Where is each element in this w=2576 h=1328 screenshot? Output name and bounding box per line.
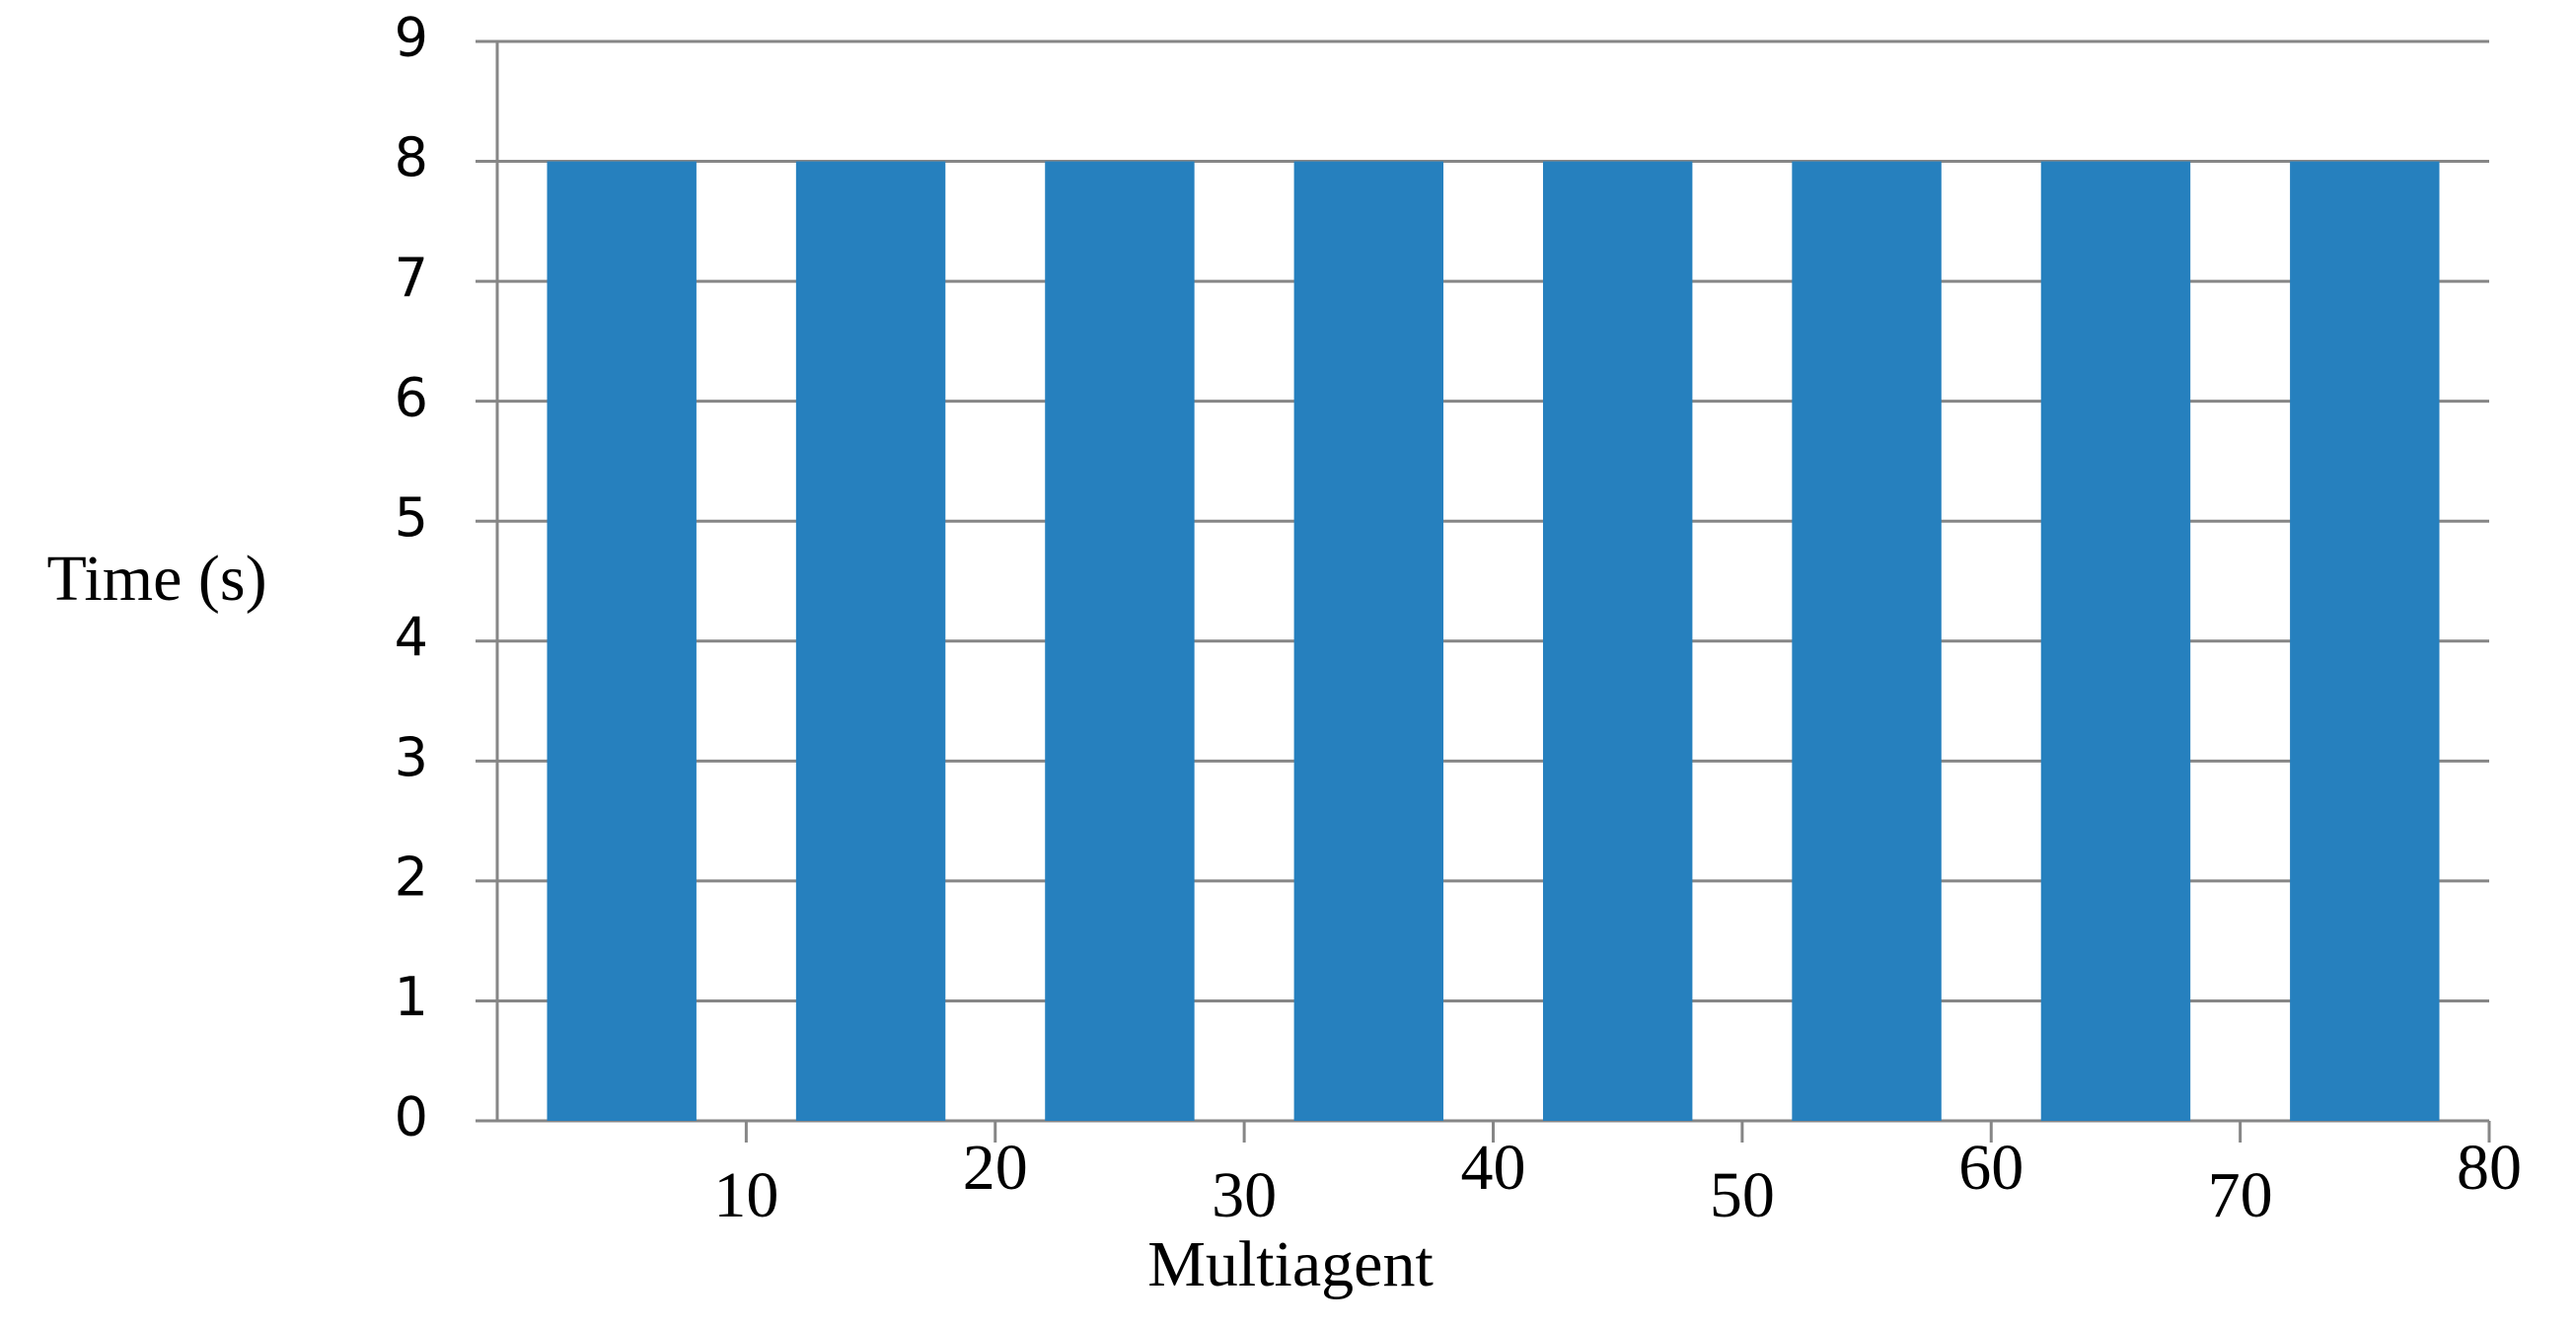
x-tick-label: 70 [2208, 1159, 2273, 1231]
bar [2290, 161, 2440, 1122]
y-axis-title: Time (s) [46, 543, 266, 615]
y-tick-label: 3 [395, 726, 428, 788]
y-tick-label: 6 [395, 366, 428, 428]
x-tick-label: 40 [1461, 1132, 1526, 1204]
bar [1542, 161, 1693, 1122]
x-tick-label: 30 [1212, 1159, 1277, 1231]
x-tick-label: 80 [2457, 1132, 2522, 1204]
bar [1293, 161, 1444, 1122]
bar [1045, 161, 1195, 1122]
y-tick-label: 2 [395, 847, 428, 909]
x-tick-label: 50 [1710, 1159, 1775, 1231]
x-axis-title: Multiagent [1147, 1228, 1434, 1300]
bar [1792, 161, 1942, 1122]
y-tick-label: 7 [395, 247, 428, 309]
x-tick-label: 20 [963, 1132, 1028, 1204]
x-tick-label: 10 [713, 1159, 778, 1231]
bar [2040, 161, 2191, 1122]
bar [547, 161, 697, 1122]
bar [795, 161, 946, 1122]
y-tick-label: 0 [395, 1086, 428, 1148]
y-tick-label: 8 [395, 126, 428, 188]
y-tick-label: 5 [395, 486, 428, 549]
y-tick-label: 4 [395, 606, 428, 668]
y-tick-label: 9 [395, 7, 428, 69]
y-tick-label: 1 [395, 966, 428, 1028]
x-tick-label: 60 [1958, 1132, 2024, 1204]
